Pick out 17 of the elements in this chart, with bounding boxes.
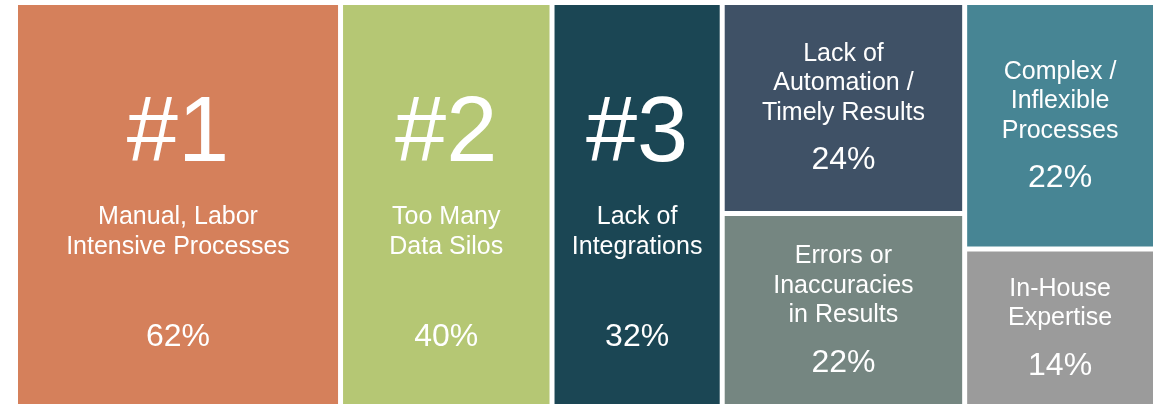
text: #2 — [394, 77, 499, 181]
data-label: 14% — [1028, 345, 1093, 384]
text: #1 — [125, 77, 231, 181]
category-label: Lack of Automation / Timely Results — [760, 37, 926, 127]
data-label: 62% — [145, 317, 212, 355]
category-label: Manual, Labor Intensive Processes — [65, 201, 291, 260]
category-label: Complex / Inflexible Processes — [1000, 55, 1120, 145]
data-label: 22% — [811, 342, 876, 381]
data-label: 40% — [413, 317, 480, 355]
category-label: Lack of Integrations — [570, 201, 704, 260]
data-label: 22% — [1028, 158, 1093, 196]
category-label: In-House Expertise — [1006, 272, 1114, 332]
category-label: Too Many Data Silos — [388, 201, 505, 260]
text: #3 — [584, 77, 690, 181]
data-label: 32% — [604, 317, 671, 355]
data-label: 24% — [811, 140, 876, 179]
category-label: Errors or Inaccuracies in Results — [772, 240, 915, 329]
